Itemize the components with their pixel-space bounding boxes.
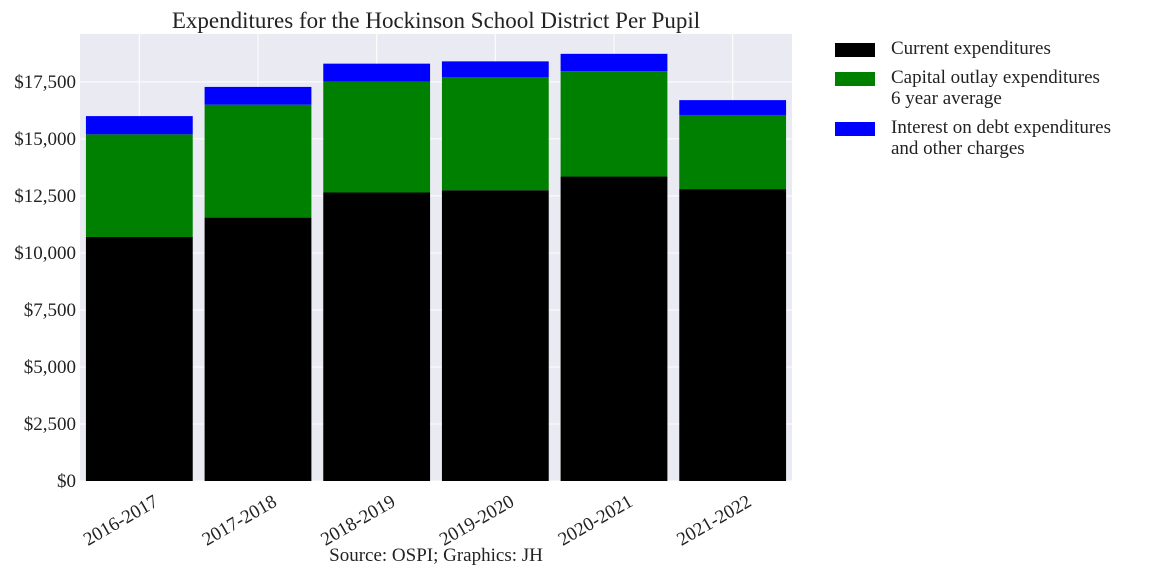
- bar-segment: [441, 190, 549, 482]
- legend: Current expenditures Capital outlay expen…: [835, 38, 1145, 167]
- legend-item: Interest on debt expenditures and other …: [835, 117, 1145, 159]
- x-tick-label: 2020-2021: [555, 491, 637, 550]
- y-tick-label: $10,000: [14, 243, 76, 264]
- legend-item: Current expenditures: [835, 38, 1145, 59]
- bar-segment: [204, 104, 312, 218]
- x-tick-label: 2018-2019: [317, 491, 399, 550]
- bar-segment: [323, 63, 431, 82]
- bar-segment: [560, 53, 668, 72]
- bar-segment: [204, 86, 312, 105]
- bar-segment: [85, 116, 193, 135]
- bar-segment: [441, 77, 549, 191]
- bar-segment: [441, 61, 549, 78]
- y-tick-label: $12,500: [14, 186, 76, 207]
- y-tick-label: $2,500: [24, 414, 76, 435]
- chart-title: Expenditures for the Hockinson School Di…: [172, 8, 700, 33]
- bar-segment: [323, 192, 431, 481]
- legend-swatch: [835, 72, 875, 86]
- bar-segment: [560, 71, 668, 177]
- bar-segment: [679, 189, 787, 481]
- legend-swatch: [835, 122, 875, 136]
- x-tick-label: 2021-2022: [673, 491, 755, 550]
- y-axis: $0 $2,500 $5,000 $7,500 $10,000 $12,500 $15,00…: [14, 72, 76, 492]
- x-tick-label: 2019-2020: [436, 491, 518, 550]
- bars: [85, 53, 787, 482]
- y-tick-label: $15,000: [14, 129, 76, 150]
- x-tick-label: 2016-2017: [80, 491, 162, 550]
- x-tick-label: 2017-2018: [199, 491, 281, 550]
- plot-area: [80, 34, 792, 481]
- bar-segment: [679, 100, 787, 115]
- bar-segment: [85, 236, 193, 481]
- legend-label: Interest on debt expenditures and other …: [891, 117, 1112, 159]
- x-axis: 2016-2017 2017-2018 2018-2019 2019-2020 2020…: [80, 491, 755, 550]
- bar-segment: [679, 114, 787, 190]
- y-tick-label: $5,000: [24, 357, 76, 378]
- bar-segment: [204, 217, 312, 481]
- legend-label: Capital outlay expenditures 6 year avera…: [891, 67, 1100, 109]
- y-tick-label: $7,500: [24, 300, 76, 321]
- y-tick-label: $0: [57, 471, 76, 492]
- legend-label: Current expenditures: [891, 38, 1051, 59]
- bar-segment: [323, 81, 431, 193]
- legend-item: Capital outlay expenditures 6 year avera…: [835, 67, 1145, 109]
- chart-caption: Source: OSPI; Graphics: JH: [329, 545, 543, 566]
- bar-segment: [85, 134, 193, 237]
- bar-segment: [560, 176, 668, 481]
- y-tick-label: $17,500: [14, 72, 76, 93]
- legend-swatch: [835, 43, 875, 57]
